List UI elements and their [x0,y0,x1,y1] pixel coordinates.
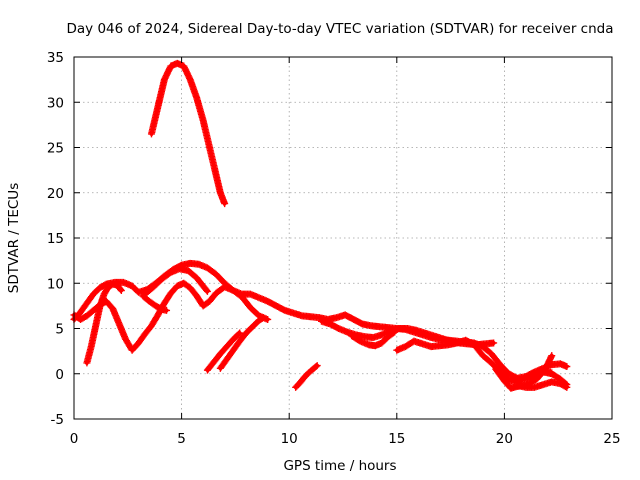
data-point [264,315,272,323]
series-arc-1 [147,59,229,208]
series-arc-11 [348,328,399,350]
series-arc-9 [292,362,321,391]
x-tick-label: 0 [70,431,79,447]
y-tick-label: 0 [55,367,64,383]
data-point [259,314,267,322]
y-axis: -5 0 5 10 15 20 25 30 35 [47,50,612,428]
y-tick-label: 30 [47,95,64,111]
data-point [116,285,124,293]
y-tick-label: 25 [47,141,64,157]
data-point [236,329,244,337]
y-tick-label: 5 [55,322,64,338]
x-tick-label: 5 [177,431,186,447]
data-point [203,286,211,294]
grid [74,57,612,419]
data-point [389,329,397,337]
data-point [490,339,498,347]
y-tick-label: 10 [47,276,64,292]
y-tick-label: 15 [47,231,64,247]
x-tick-label: 25 [603,431,620,447]
y-tick-label: -5 [51,412,64,428]
series-arc-5 [141,265,211,298]
data-layer [70,59,571,392]
y-tick-label: 20 [47,186,64,202]
series-arc-7 [203,329,244,374]
series-arc-8 [216,314,267,372]
x-tick-label: 10 [281,431,298,447]
x-axis: 0 5 10 15 20 25 [70,57,621,447]
series-arc-4 [83,280,125,367]
data-point [313,362,321,370]
series-arc-15 [522,368,571,389]
data-point [548,352,556,360]
data-point [203,287,211,295]
x-tick-label: 20 [496,431,513,447]
data-point [562,380,570,388]
x-axis-label: GPS time / hours [283,458,396,474]
series-arc-6 [139,292,171,314]
data-point [163,306,171,314]
x-tick-label: 15 [388,431,405,447]
data-point [312,363,320,371]
data-point [563,363,571,371]
data-point [221,200,229,208]
series-arc-12 [393,336,556,386]
series-arc-14 [513,378,571,391]
data-point [117,286,125,294]
y-tick-label: 35 [47,50,64,66]
y-axis-label: SDTVAR / TECUs [6,183,22,293]
data-point [563,381,571,389]
chart-title: Day 046 of 2024, Sidereal Day-to-day VTE… [67,21,614,37]
data-point [235,330,243,338]
data-point [391,328,399,336]
